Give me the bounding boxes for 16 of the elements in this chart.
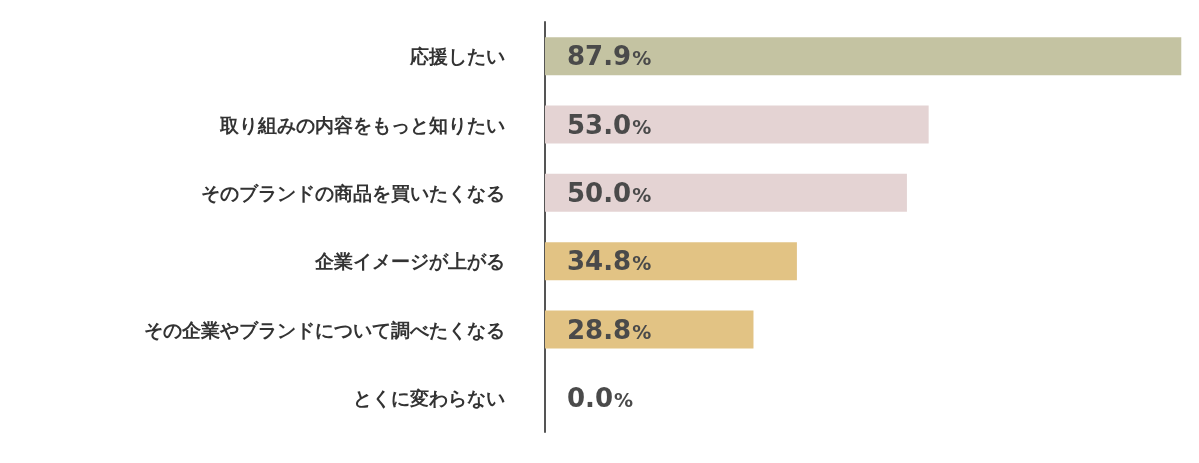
bar [545,173,907,212]
y-tick-label: とくに変わらない [353,386,505,409]
y-tick-label: その企業やブランドについて調べたくなる [144,318,505,341]
bar [545,242,797,281]
data-label: 53.0% [567,109,652,140]
data-label: 50.0% [567,177,652,208]
data-label: 28.8% [567,314,652,345]
bar [545,37,1182,76]
y-tick-label: 企業イメージが上がる [314,250,505,273]
y-tick-label: そのブランドの商品を買いたくなる [201,181,505,204]
y-tick-label: 取り組みの内容をもっと知りたい [219,113,505,136]
data-label: 87.9% [567,41,652,72]
y-tick-label: 応援したい [409,45,505,68]
data-label: 0.0% [567,382,634,413]
data-label: 34.8% [567,246,652,277]
bar [545,105,929,144]
